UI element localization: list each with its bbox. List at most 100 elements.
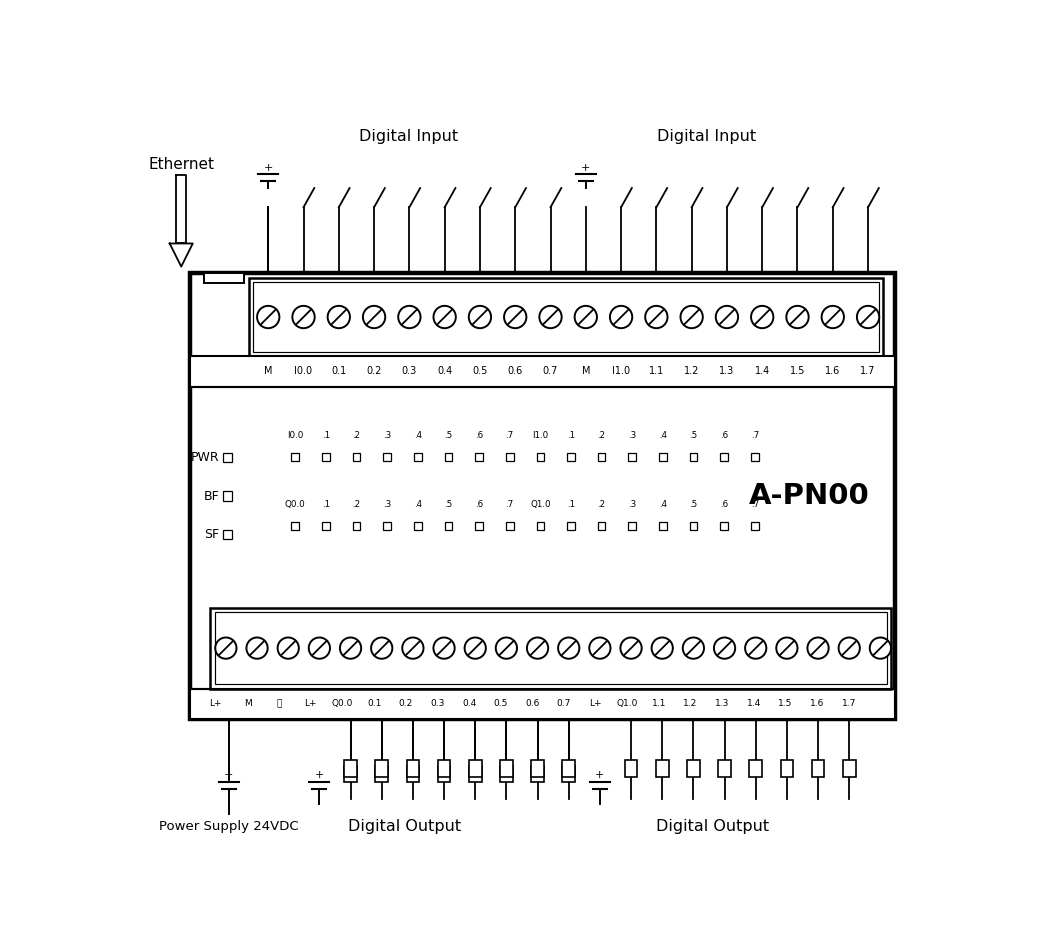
Circle shape: [746, 637, 767, 659]
Text: 0.5: 0.5: [493, 699, 508, 708]
Text: .5: .5: [689, 431, 698, 439]
Text: 1.2: 1.2: [684, 366, 699, 377]
Bar: [322, 522, 329, 530]
Circle shape: [433, 637, 454, 659]
Text: SF: SF: [204, 528, 219, 541]
Bar: [191, 273, 895, 719]
Circle shape: [681, 306, 703, 328]
Bar: [537, 522, 544, 530]
Bar: [628, 522, 636, 530]
Circle shape: [465, 637, 486, 659]
Text: ⏚: ⏚: [276, 699, 282, 708]
Bar: [383, 453, 391, 460]
Text: .1: .1: [567, 431, 575, 439]
Text: L+: L+: [305, 699, 317, 708]
Text: 0.5: 0.5: [472, 366, 487, 377]
Text: 0.4: 0.4: [462, 699, 477, 708]
Bar: [437, 766, 450, 783]
Circle shape: [683, 637, 704, 659]
Bar: [720, 453, 729, 460]
Bar: [353, 453, 360, 460]
Circle shape: [558, 637, 579, 659]
Bar: [445, 522, 452, 530]
Circle shape: [309, 637, 330, 659]
Polygon shape: [176, 175, 186, 243]
Bar: [659, 522, 667, 530]
Text: Digital Input: Digital Input: [657, 129, 756, 144]
Circle shape: [857, 306, 879, 328]
Bar: [532, 766, 544, 783]
Text: I1.0: I1.0: [533, 431, 549, 439]
Circle shape: [469, 306, 491, 328]
Text: 0.6: 0.6: [525, 699, 539, 708]
Text: 0.1: 0.1: [331, 366, 346, 377]
Circle shape: [363, 306, 385, 328]
Bar: [475, 522, 483, 530]
Circle shape: [776, 637, 797, 659]
Bar: [687, 760, 700, 777]
Circle shape: [371, 637, 392, 659]
Bar: [344, 766, 357, 783]
Bar: [322, 453, 329, 460]
Text: A-PN00: A-PN00: [749, 482, 869, 510]
Bar: [751, 453, 758, 460]
Text: .6: .6: [720, 500, 729, 509]
Bar: [249, 278, 883, 356]
Bar: [191, 689, 895, 719]
Bar: [562, 766, 575, 783]
Bar: [353, 522, 360, 530]
Text: I1.0: I1.0: [612, 366, 630, 377]
Text: Q0.0: Q0.0: [285, 500, 306, 509]
Text: .6: .6: [720, 431, 729, 439]
Text: .7: .7: [751, 500, 759, 509]
Text: 1.2: 1.2: [683, 699, 698, 708]
Text: .1: .1: [322, 500, 330, 509]
Text: .4: .4: [414, 431, 421, 439]
Bar: [375, 766, 388, 783]
Circle shape: [651, 637, 672, 659]
Circle shape: [575, 306, 597, 328]
Bar: [222, 492, 232, 500]
Text: .1: .1: [322, 431, 330, 439]
Text: 1.3: 1.3: [715, 699, 730, 708]
Text: .5: .5: [689, 500, 698, 509]
Text: M: M: [264, 366, 272, 377]
Text: 1.3: 1.3: [719, 366, 735, 377]
Bar: [475, 453, 483, 460]
Bar: [689, 453, 698, 460]
Circle shape: [621, 637, 642, 659]
Text: Power Supply 24VDC: Power Supply 24VDC: [159, 820, 299, 833]
Bar: [222, 453, 232, 462]
Circle shape: [398, 306, 420, 328]
Circle shape: [327, 306, 349, 328]
Bar: [500, 760, 513, 777]
Text: 1.1: 1.1: [649, 366, 664, 377]
Text: 0.4: 0.4: [437, 366, 452, 377]
Bar: [750, 760, 762, 777]
Circle shape: [215, 637, 236, 659]
Circle shape: [340, 637, 361, 659]
Bar: [568, 453, 575, 460]
Circle shape: [714, 637, 735, 659]
Text: .3: .3: [628, 431, 636, 439]
Text: Digital Output: Digital Output: [348, 819, 461, 834]
Text: Q1.0: Q1.0: [616, 699, 638, 708]
Circle shape: [839, 637, 860, 659]
Bar: [222, 530, 232, 539]
Bar: [656, 760, 668, 777]
Text: .7: .7: [505, 431, 514, 439]
Circle shape: [822, 306, 844, 328]
Bar: [191, 356, 895, 387]
Bar: [811, 760, 824, 777]
Text: Q0.0: Q0.0: [331, 699, 353, 708]
Text: 1.5: 1.5: [778, 699, 792, 708]
Bar: [291, 522, 299, 530]
Circle shape: [716, 306, 738, 328]
Text: Digital Output: Digital Output: [656, 819, 769, 834]
Text: +: +: [225, 769, 234, 780]
Polygon shape: [169, 243, 193, 266]
Text: 0.2: 0.2: [398, 699, 413, 708]
Bar: [204, 273, 245, 282]
Text: 0.2: 0.2: [366, 366, 382, 377]
Text: PWR: PWR: [191, 451, 219, 464]
